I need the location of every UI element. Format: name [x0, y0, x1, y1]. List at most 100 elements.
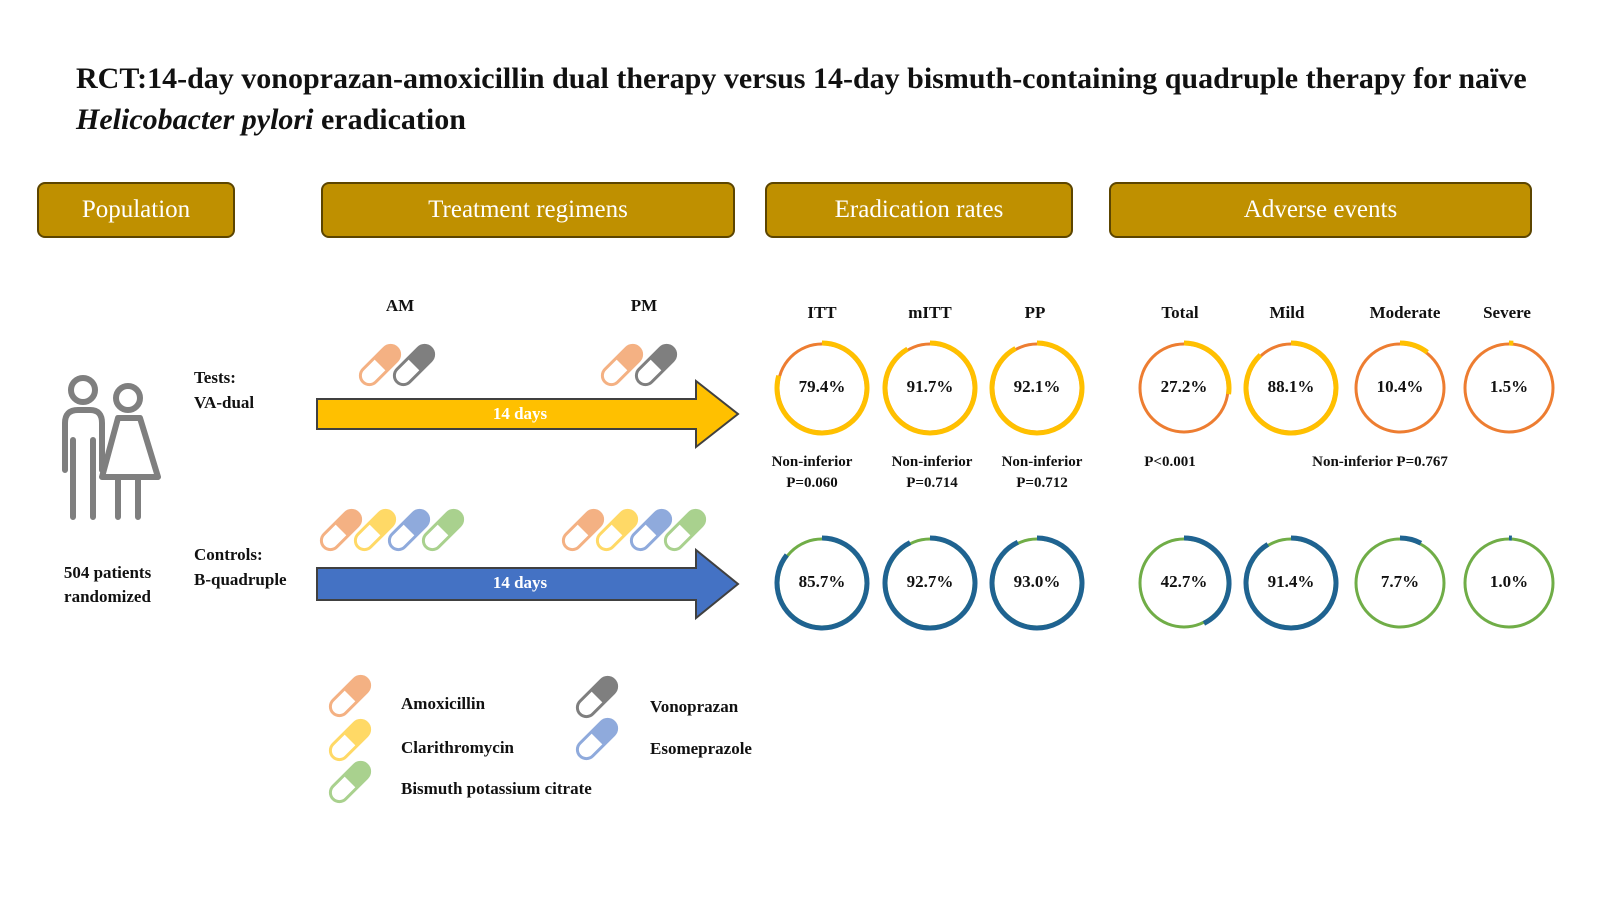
col-itt: ITT — [807, 303, 837, 322]
stat-pp-p: P=0.712 — [1016, 475, 1068, 491]
am-label: AM — [385, 296, 415, 315]
control-moderate-ring-label: 7.7% — [1380, 572, 1420, 591]
control-total-ring-label: 42.7% — [1160, 572, 1208, 591]
control-group-label-line1: Controls: — [194, 545, 263, 564]
control-mild-ring-label: 91.4% — [1267, 572, 1315, 591]
col-pp: PP — [1024, 303, 1046, 322]
legend-esomeprazole-icon — [575, 717, 619, 761]
test-moderate-ring — [1354, 340, 1446, 434]
clarithromycin-pill-icon — [595, 508, 639, 552]
control-mild-ring-arc — [1243, 535, 1339, 631]
control-moderate-ring-arc — [1399, 535, 1423, 546]
test-moderate-ring-arc — [1399, 340, 1429, 355]
stat-mitt-p: P=0.714 — [906, 475, 958, 491]
stat-itt-p: P=0.060 — [786, 475, 838, 491]
col-mild: Mild — [1269, 303, 1305, 322]
population-count-number: 504 patients — [63, 563, 152, 582]
stat-itt: Non-inferior P=0.060 — [757, 452, 867, 494]
control-pp-ring-arc — [989, 535, 1085, 631]
col-severe: Severe — [1483, 303, 1531, 322]
bismuth-pill-icon — [663, 508, 707, 552]
legend-amoxicillin-icon — [328, 674, 372, 718]
test-arrow — [316, 378, 740, 450]
control-group-label-line2: B-quadruple — [194, 570, 287, 589]
vonoprazan-pill-icon — [392, 343, 436, 387]
legend-clarithromycin: Clarithromycin — [401, 738, 515, 757]
header-adverse-events: Adverse events — [1109, 182, 1532, 238]
control-total-ring-arc — [1183, 535, 1232, 626]
header-eradication-rates: Eradication rates — [765, 182, 1073, 238]
col-total: Total — [1161, 303, 1199, 322]
stat-severity: Non-inferior P=0.767 — [1312, 454, 1448, 470]
test-itt-ring — [774, 340, 870, 436]
test-mild-ring-arc — [1243, 340, 1339, 436]
test-total-ring-arc — [1183, 340, 1232, 395]
control-duration: 14 days — [492, 573, 548, 592]
control-arrow — [316, 547, 740, 621]
test-group-label-line2: VA-dual — [194, 393, 255, 412]
test-pp-ring — [989, 340, 1085, 436]
legend-bismuth-icon — [328, 760, 372, 804]
bismuth-pill-icon — [421, 508, 465, 552]
test-pp-ring-arc — [989, 340, 1085, 436]
test-group-label: Tests: VA-dual — [194, 365, 254, 415]
stat-pp: Non-inferior P=0.712 — [987, 452, 1097, 494]
control-group-label: Controls: B-quadruple — [194, 542, 287, 592]
test-mild-ring — [1243, 340, 1339, 436]
stat-mitt: Non-inferior P=0.714 — [877, 452, 987, 494]
control-itt-ring — [774, 535, 870, 631]
population-count-text: randomized — [64, 587, 151, 606]
stat-pp-label: Non-inferior — [1001, 454, 1083, 470]
legend-clarithromycin-icon — [328, 718, 372, 762]
clarithromycin-pill-icon — [353, 508, 397, 552]
control-pp-ring — [989, 535, 1085, 631]
stat-total: P<0.001 — [1144, 454, 1196, 470]
esomeprazole-pill-icon — [387, 508, 431, 552]
legend-esomeprazole: Esomeprazole — [650, 739, 752, 758]
page-title: RCT:14-day vonoprazan-amoxicillin dual t… — [76, 62, 1527, 136]
population-count: 504 patients randomized — [45, 561, 170, 609]
control-mitt-ring-arc — [882, 535, 978, 631]
patients-icon — [62, 375, 161, 520]
test-mild-ring-label: 88.1% — [1267, 377, 1315, 396]
vonoprazan-pill-icon — [634, 343, 678, 387]
test-total-ring — [1138, 340, 1232, 434]
control-mitt-ring — [882, 535, 978, 631]
test-mitt-ring-label: 91.7% — [906, 377, 954, 396]
control-itt-ring-arc — [774, 535, 870, 631]
amoxicillin-pill-icon — [358, 343, 402, 387]
test-itt-ring-label: 79.4% — [798, 377, 846, 396]
esomeprazole-pill-icon — [629, 508, 673, 552]
control-severe-ring — [1463, 535, 1555, 629]
legend-bismuth: Bismuth potassium citrate — [401, 779, 592, 798]
control-mild-ring — [1243, 535, 1339, 631]
amoxicillin-pill-icon — [561, 508, 605, 552]
pm-label: PM — [630, 296, 658, 315]
test-group-label-line1: Tests: — [194, 368, 236, 387]
stat-itt-label: Non-inferior — [771, 454, 853, 470]
header-population: Population — [37, 182, 235, 238]
test-total-ring-label: 27.2% — [1160, 377, 1208, 396]
header-treatment-regimens: Treatment regimens — [321, 182, 735, 238]
amoxicillin-pill-icon — [600, 343, 644, 387]
legend-vonoprazan: Vonoprazan — [650, 697, 739, 716]
test-itt-ring-arc — [774, 340, 870, 436]
control-severe-ring-label: 1.0% — [1489, 572, 1529, 591]
test-duration: 14 days — [492, 404, 548, 423]
test-moderate-ring-label: 10.4% — [1376, 377, 1424, 396]
control-mitt-ring-label: 92.7% — [906, 572, 954, 591]
test-mitt-ring — [882, 340, 978, 436]
legend-amoxicillin: Amoxicillin — [401, 694, 486, 713]
control-pp-ring-label: 93.0% — [1013, 572, 1061, 591]
legend-vonoprazan-icon — [575, 675, 619, 719]
control-moderate-ring — [1354, 535, 1446, 629]
stat-mitt-label: Non-inferior — [891, 454, 973, 470]
col-moderate: Moderate — [1369, 303, 1441, 322]
test-severe-ring-label: 1.5% — [1489, 377, 1529, 396]
test-pp-ring-label: 92.1% — [1013, 377, 1061, 396]
amoxicillin-pill-icon — [319, 508, 363, 552]
control-total-ring — [1138, 535, 1232, 629]
col-mitt: mITT — [908, 303, 952, 322]
test-severe-ring — [1463, 340, 1555, 434]
